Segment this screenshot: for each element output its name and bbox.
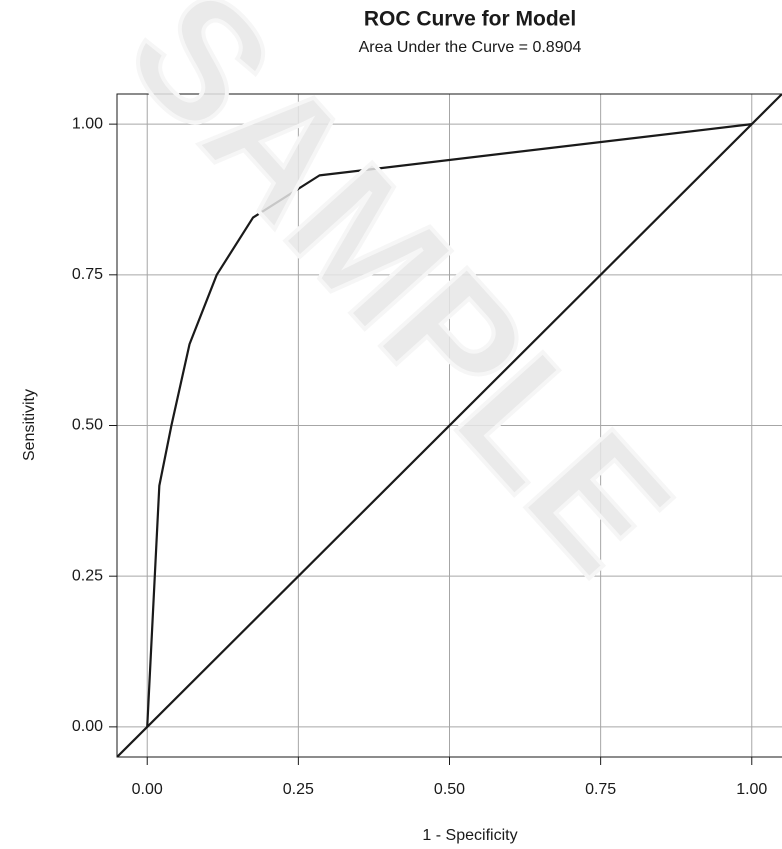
plot-frame: [116, 93, 782, 758]
y-tick-label: 0.50: [72, 417, 103, 434]
x-tick-label: 0.25: [283, 781, 314, 798]
y-axis-label: Sensitivity: [21, 389, 38, 461]
y-tick-label: 0.25: [72, 567, 103, 584]
x-tick-label: 0.75: [585, 781, 616, 798]
x-tick-label: 0.50: [434, 781, 465, 798]
curve: [117, 94, 782, 757]
curve: [146, 123, 752, 727]
x-tick-label: 0.00: [132, 781, 163, 798]
y-tick-label: 1.00: [72, 115, 103, 132]
y-tick-label: 0.75: [72, 266, 103, 283]
y-tick-label: 0.00: [72, 718, 103, 735]
watermark: SAMPLE: [92, 0, 707, 608]
chart-title: ROC Curve for Model: [364, 8, 576, 31]
x-axis-label: 1 - Specificity: [422, 827, 517, 844]
chart-subtitle: Area Under the Curve = 0.8904: [359, 39, 582, 56]
plot-area: [117, 94, 782, 757]
x-tick-label: 1.00: [736, 781, 767, 798]
